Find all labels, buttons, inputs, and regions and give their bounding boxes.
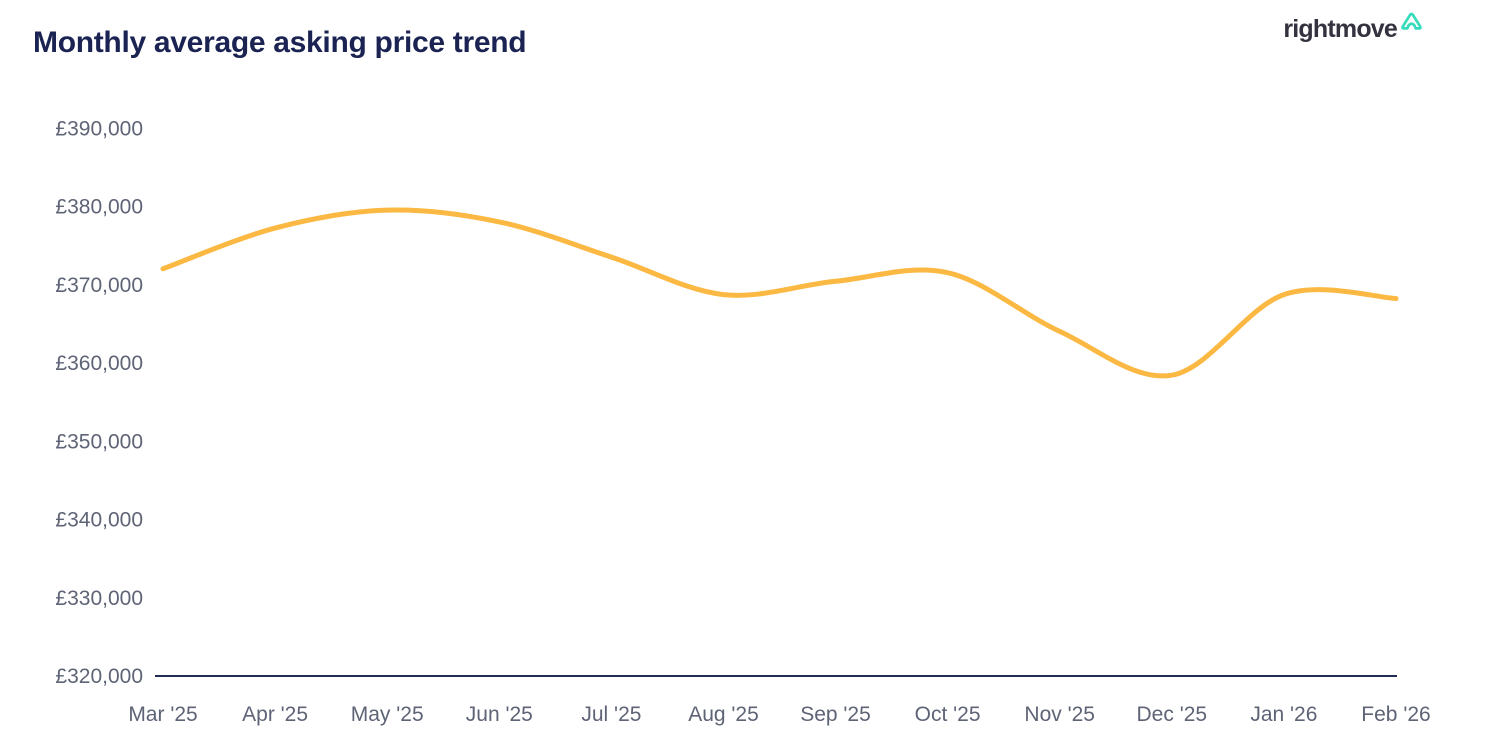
chart-header: Monthly average asking price trend	[33, 26, 527, 60]
x-axis-tick-label: Dec '25	[1137, 703, 1208, 726]
y-axis-tick-label: £380,000	[55, 196, 143, 219]
y-axis-tick-label: £360,000	[55, 352, 143, 375]
x-axis-tick-label: Oct '25	[915, 703, 981, 726]
x-axis-tick-label: May '25	[351, 703, 424, 726]
x-axis-tick-label: Apr '25	[242, 703, 308, 726]
x-axis-tick-label: Nov '25	[1024, 703, 1095, 726]
x-axis-tick-label: Jun '25	[466, 703, 533, 726]
x-axis-tick-label: Feb '26	[1361, 703, 1430, 726]
rightmove-house-icon	[1401, 12, 1422, 30]
x-axis-tick-label: Jul '25	[581, 703, 641, 726]
y-axis-tick-label: £350,000	[55, 430, 143, 453]
rightmove-logo: rightmove	[1283, 8, 1424, 44]
page-title: Monthly average asking price trend	[33, 26, 527, 59]
x-axis-tick-label: Sep '25	[800, 703, 871, 726]
x-axis-tick-label: Aug '25	[688, 703, 759, 726]
x-axis-tick-label: Mar '25	[128, 703, 197, 726]
x-axis-tick-label: Jan '26	[1250, 703, 1317, 726]
y-axis-tick-label: £330,000	[55, 587, 143, 610]
y-axis-tick-label: £340,000	[55, 509, 143, 532]
price-trend-line	[160, 207, 1399, 379]
y-axis-tick-label: £320,000	[55, 665, 143, 688]
rightmove-logo-text: rightmove	[1283, 15, 1397, 43]
y-axis-tick-label: £390,000	[55, 118, 143, 141]
y-axis-tick-label: £370,000	[55, 274, 143, 297]
